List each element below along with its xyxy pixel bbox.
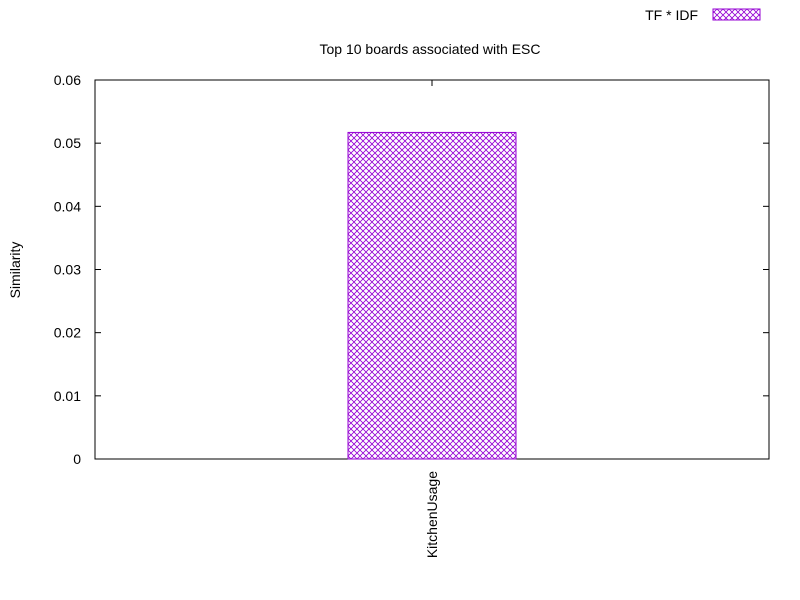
y-tick-label: 0.04 xyxy=(54,198,81,214)
y-tick-label: 0.06 xyxy=(54,72,81,88)
y-axis-label: Similarity xyxy=(7,242,23,299)
y-tick-label: 0.03 xyxy=(54,262,81,278)
y-tick-label: 0.05 xyxy=(54,135,81,151)
x-tick-label: KitchenUsage xyxy=(424,471,440,558)
y-axis: 0 0.01 0.02 0.03 0.04 0.05 0.06 xyxy=(54,72,769,467)
chart-title: Top 10 boards associated with ESC xyxy=(319,41,540,57)
y-tick-label: 0 xyxy=(73,451,81,467)
bar xyxy=(347,131,517,460)
bars xyxy=(347,131,517,460)
legend: TF * IDF xyxy=(645,7,761,23)
x-axis: KitchenUsage xyxy=(424,80,440,558)
legend-label: TF * IDF xyxy=(645,7,698,23)
legend-swatch xyxy=(712,8,761,21)
y-tick-label: 0.02 xyxy=(54,325,81,341)
y-tick-label: 0.01 xyxy=(54,388,81,404)
